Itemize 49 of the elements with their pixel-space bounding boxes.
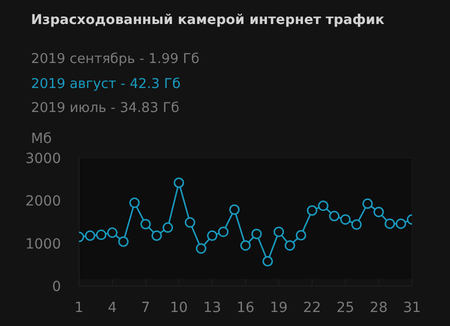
y-tick-label: 3000 [25, 150, 61, 167]
point [318, 200, 328, 212]
point [151, 230, 162, 241]
point [184, 217, 196, 228]
point [306, 205, 318, 216]
point [351, 219, 362, 230]
point [96, 230, 106, 240]
point [174, 177, 184, 188]
point [274, 226, 284, 238]
y-tick-label: 0 [52, 278, 61, 295]
point [240, 240, 251, 251]
point [107, 227, 118, 238]
chart-title: Израсходованный камерой интернет трафик [31, 12, 384, 28]
x-tick-label: 25 [336, 300, 354, 316]
point [162, 222, 174, 233]
point [284, 240, 296, 251]
x-tick-label: 1 [74, 300, 84, 316]
text: 2019 август - 42.3 Гб [31, 74, 182, 94]
x-tick-label: 13 [203, 300, 222, 316]
x-tick-label: 4 [108, 300, 117, 316]
x-tick-label: 7 [141, 300, 150, 316]
point [218, 226, 229, 238]
point [262, 256, 273, 267]
point [140, 218, 151, 230]
point [196, 243, 206, 254]
point [384, 218, 396, 229]
point [340, 214, 351, 225]
text: 2019 июль - 34.83 Гб [31, 99, 180, 118]
y-tick-label: 2000 [25, 194, 61, 210]
point [129, 198, 140, 208]
point [84, 230, 96, 241]
point [229, 204, 240, 215]
x-tick-label: 22 [303, 300, 322, 316]
x-tick-label: 10 [170, 300, 188, 316]
x-tick-label: 31 [403, 300, 421, 316]
y-tick-label: 1000 [25, 236, 61, 252]
point [329, 210, 340, 222]
point [206, 230, 218, 241]
point [118, 236, 129, 247]
x-tick-label: 28 [370, 300, 388, 316]
x-tick-label: 16 [236, 300, 254, 316]
text: 2019 сентябрь - 1.99 Гб [31, 50, 200, 69]
x-tick-label: 19 [270, 300, 288, 316]
point [373, 206, 384, 218]
point [396, 218, 406, 229]
point [296, 230, 306, 240]
point [251, 228, 262, 240]
point [362, 198, 373, 209]
y-axis-title: Мб [31, 131, 52, 147]
